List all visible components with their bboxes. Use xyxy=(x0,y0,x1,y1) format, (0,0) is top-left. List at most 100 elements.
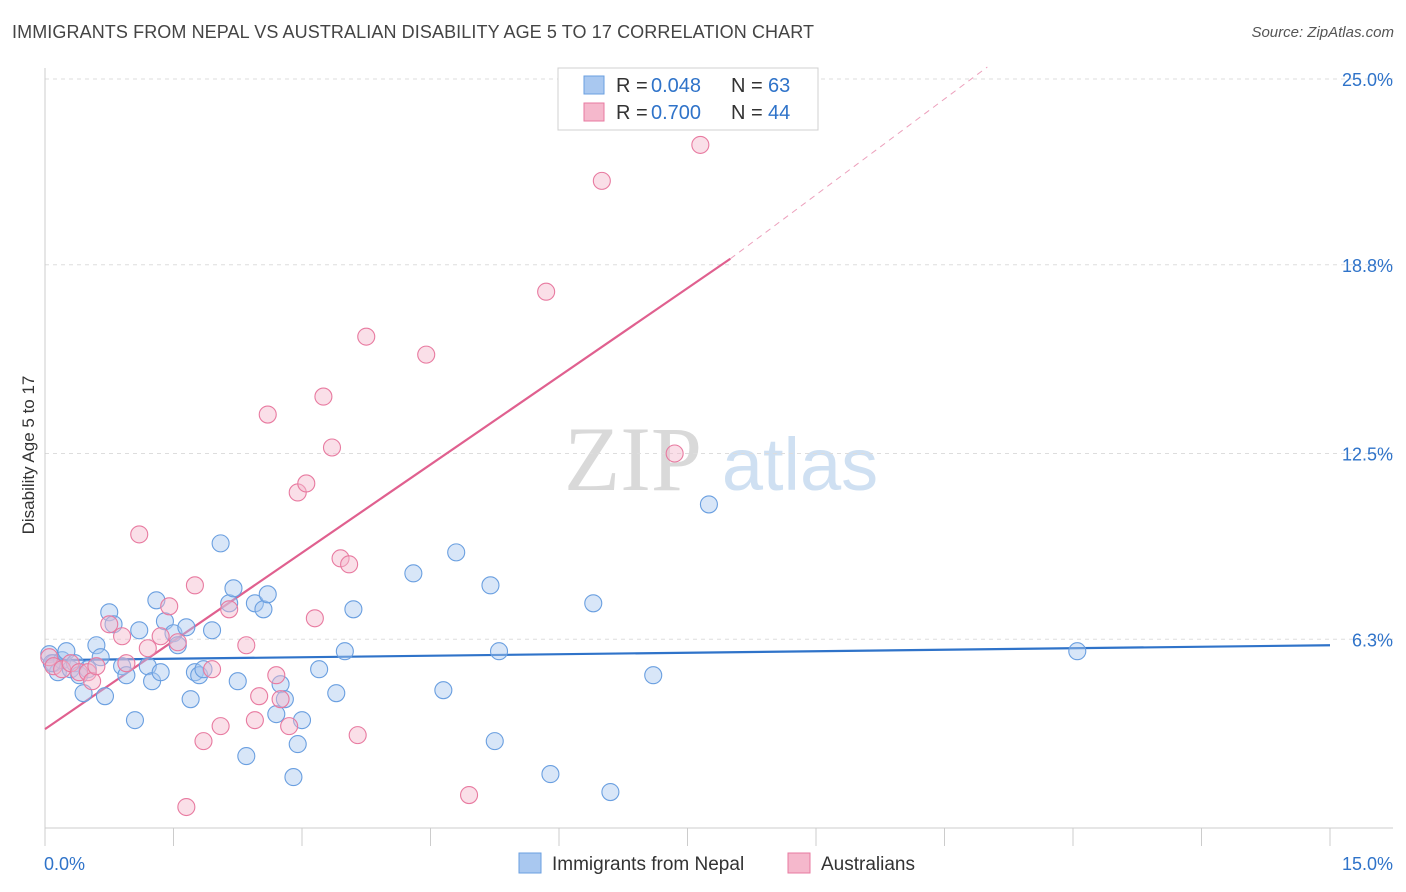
nepal-point-40 xyxy=(267,705,286,724)
australians-point-24 xyxy=(250,687,269,706)
y-tick-label-2: 18.8% xyxy=(1342,256,1393,276)
australians-point-37 xyxy=(357,327,376,346)
nepal-point-55 xyxy=(485,732,504,751)
nepal-point-18 xyxy=(130,621,149,640)
nepal-point-41 xyxy=(271,675,290,694)
y-tick-label-3: 25.0% xyxy=(1342,70,1393,90)
australians-point-11 xyxy=(130,525,149,544)
australians-point-6 xyxy=(83,672,102,691)
australians-point-15 xyxy=(168,633,187,652)
australians-point-21 xyxy=(220,600,239,619)
australians-point-35 xyxy=(340,555,359,574)
grid xyxy=(45,78,1393,640)
australians-point-8 xyxy=(100,615,119,634)
australians-point-13 xyxy=(151,627,170,646)
legend-swatch-nepal xyxy=(583,75,605,95)
trend-lines xyxy=(44,66,1331,731)
bottom-legend: Immigrants from Nepal Australians xyxy=(518,852,915,875)
nepal-point-52 xyxy=(447,543,466,562)
trend-line-extension-1 xyxy=(730,66,988,260)
legend-aus-r-label: R = xyxy=(616,102,648,124)
australians-point-23 xyxy=(245,711,264,730)
australians-point-17 xyxy=(185,576,204,595)
australians-point-39 xyxy=(459,785,479,805)
australians-point-25 xyxy=(258,405,277,424)
watermark: ZIP atlas xyxy=(564,408,878,510)
nepal-point-48 xyxy=(335,642,354,661)
nepal-point-44 xyxy=(288,735,307,754)
nepal-point-10 xyxy=(87,636,106,655)
nepal-point-56 xyxy=(541,765,560,784)
nepal-point-50 xyxy=(404,564,423,583)
nepal-point-59 xyxy=(644,666,663,685)
y-axis-label: Disability Age 5 to 17 xyxy=(19,376,38,535)
nepal-point-39 xyxy=(258,585,277,604)
australians-point-12 xyxy=(138,639,157,658)
australians-point-30 xyxy=(297,474,316,493)
nepal-point-51 xyxy=(434,681,453,700)
nepal-point-22 xyxy=(151,663,170,682)
australians-point-18 xyxy=(194,732,213,751)
australians-point-19 xyxy=(203,660,222,679)
x-tick-label-0: 0.0% xyxy=(44,854,85,874)
nepal-point-17 xyxy=(125,711,144,730)
nepal-point-42 xyxy=(275,690,294,709)
nepal-point-26 xyxy=(177,618,196,637)
bottom-legend-australians: Australians xyxy=(821,854,915,875)
legend-nepal-n-value: 63 xyxy=(768,75,790,97)
nepal-point-53 xyxy=(481,576,500,595)
trend-line-1 xyxy=(44,257,731,731)
nepal-point-46 xyxy=(310,660,329,679)
x-tick-label-1: 15.0% xyxy=(1342,854,1393,874)
australians-point-41 xyxy=(592,171,611,190)
nepal-point-12 xyxy=(95,687,115,706)
nepal-point-58 xyxy=(601,782,620,802)
australians-point-38 xyxy=(417,345,436,364)
nepal-point-33 xyxy=(220,594,239,613)
legend-nepal-r-label: R = xyxy=(616,75,648,97)
legend-box: R = 0.048 N = 63 R = 0.700 N = 44 xyxy=(557,67,819,131)
legend-aus-n-label: N = xyxy=(731,102,763,124)
australians-point-43 xyxy=(691,135,710,154)
nepal-point-36 xyxy=(237,747,256,766)
bottom-legend-swatch-australians xyxy=(787,852,811,874)
watermark-atlas: atlas xyxy=(722,423,878,506)
chart-title: IMMIGRANTS FROM NEPAL VS AUSTRALIAN DISA… xyxy=(12,22,815,42)
australians-point-16 xyxy=(177,797,196,817)
nepal-point-47 xyxy=(327,684,346,703)
nepal-point-57 xyxy=(584,594,603,613)
nepal-point-38 xyxy=(254,600,273,619)
australians-point-27 xyxy=(271,690,290,709)
legend-nepal-r-value: 0.048 xyxy=(651,75,701,97)
nepal-point-31 xyxy=(203,621,222,640)
australians-point-0 xyxy=(40,648,59,667)
y-tick-label-0: 6.3% xyxy=(1352,630,1393,650)
data-points xyxy=(40,135,1087,817)
australians-point-33 xyxy=(322,438,342,457)
nepal-point-32 xyxy=(211,534,230,553)
trend-line-0 xyxy=(44,644,1331,662)
legend-aus-n-value: 44 xyxy=(768,102,790,124)
australians-point-22 xyxy=(237,636,256,655)
australians-point-28 xyxy=(280,717,299,736)
australians-point-9 xyxy=(113,627,132,646)
bottom-legend-swatch-nepal xyxy=(518,852,542,874)
australians-point-14 xyxy=(160,597,179,616)
australians-point-7 xyxy=(87,657,106,676)
tick-labels: 6.3% 12.5% 18.8% 25.0% 0.0% 15.0% xyxy=(44,70,1393,874)
australians-point-10 xyxy=(117,654,136,673)
australians-point-32 xyxy=(314,387,333,406)
nepal-point-60 xyxy=(699,495,718,514)
australians-point-36 xyxy=(348,726,367,745)
watermark-zip: ZIP xyxy=(564,408,702,510)
nepal-point-54 xyxy=(489,642,509,661)
legend-aus-r-value: 0.700 xyxy=(651,102,701,124)
y-tick-label-1: 12.5% xyxy=(1342,445,1393,465)
australians-point-31 xyxy=(305,609,324,628)
nepal-point-43 xyxy=(284,768,303,787)
legend-swatch-australians xyxy=(583,102,605,122)
bottom-legend-nepal: Immigrants from Nepal xyxy=(552,854,744,875)
axes xyxy=(44,68,1393,846)
